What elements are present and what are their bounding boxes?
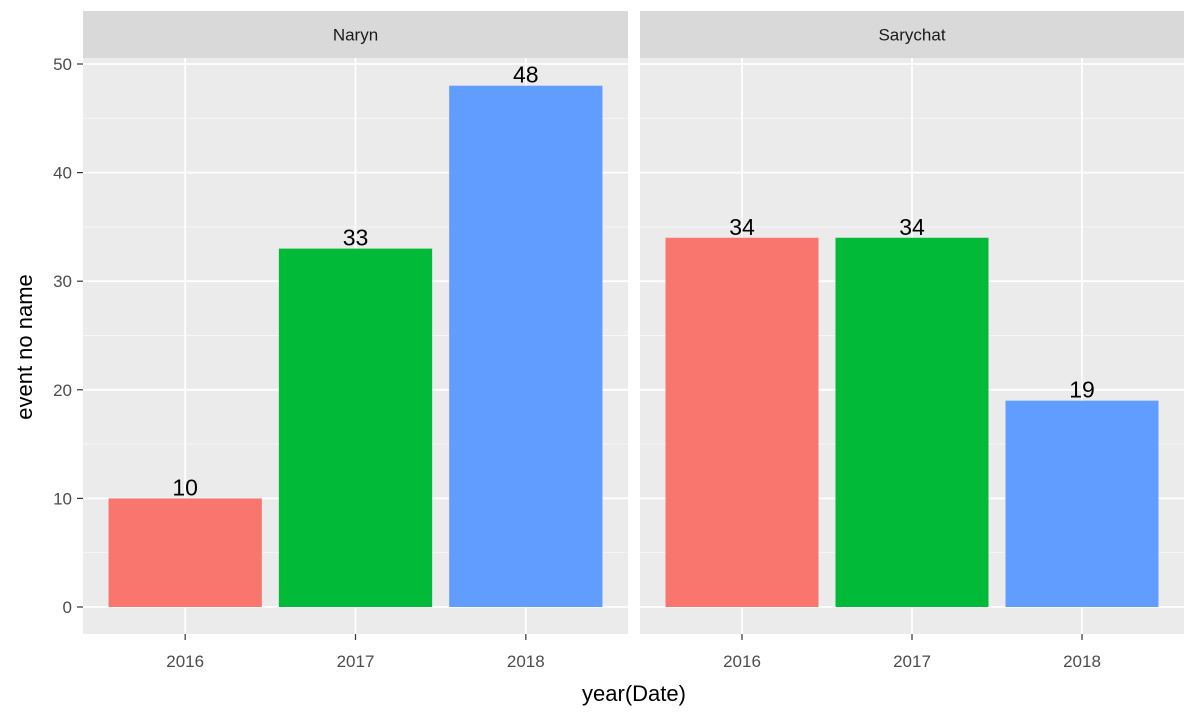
y-axis-title: event no name bbox=[12, 274, 37, 420]
panels: Naryn 10 2016 33 2017 48 2018 Sarychat 34 2016 34 2… bbox=[83, 11, 1184, 671]
facet-strip bbox=[640, 11, 1184, 58]
x-tick-label: 2018 bbox=[507, 652, 545, 671]
bar-naryn-2018 bbox=[449, 85, 603, 608]
y-tick-label: 0 bbox=[63, 598, 72, 617]
y-tick-label: 50 bbox=[53, 55, 72, 74]
y-axis: 0 10 20 30 40 50 bbox=[53, 55, 83, 617]
y-tick-label: 20 bbox=[53, 381, 72, 400]
x-tick-label: 2016 bbox=[723, 652, 761, 671]
data-label: 19 bbox=[1069, 377, 1095, 403]
facet-strip bbox=[83, 11, 628, 58]
bar-sarychat-2016 bbox=[665, 237, 819, 607]
panel-naryn: Naryn 10 2016 33 2017 48 2018 bbox=[83, 11, 628, 671]
bar-naryn-2017 bbox=[278, 248, 433, 607]
facet-strip-label: Sarychat bbox=[878, 26, 945, 45]
data-label: 10 bbox=[172, 474, 198, 500]
bar-naryn-2016 bbox=[108, 498, 262, 607]
x-tick-label: 2018 bbox=[1063, 652, 1101, 671]
x-tick-label: 2016 bbox=[166, 652, 204, 671]
data-label: 34 bbox=[729, 214, 755, 240]
y-tick-label: 10 bbox=[53, 489, 72, 508]
panel-sarychat: Sarychat 34 2016 34 2017 19 2018 bbox=[640, 11, 1184, 671]
data-label: 48 bbox=[513, 62, 539, 88]
x-tick-label: 2017 bbox=[893, 652, 931, 671]
data-label: 34 bbox=[899, 214, 925, 240]
y-tick-label: 40 bbox=[53, 164, 72, 183]
x-tick-label: 2017 bbox=[337, 652, 375, 671]
bar-sarychat-2018 bbox=[1005, 400, 1159, 607]
y-tick-label: 30 bbox=[53, 272, 72, 291]
bar-sarychat-2017 bbox=[835, 237, 989, 607]
facet-strip-label: Naryn bbox=[333, 26, 378, 45]
data-label: 33 bbox=[343, 225, 369, 251]
x-axis-title: year(Date) bbox=[582, 681, 686, 706]
